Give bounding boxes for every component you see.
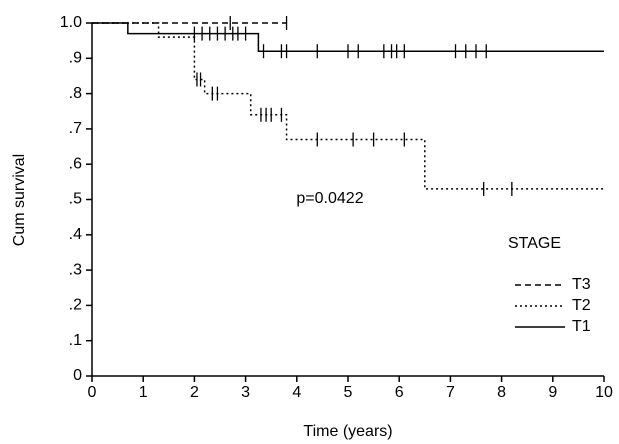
- y-tick-label: .8: [69, 85, 82, 102]
- legend-title: STAGE: [508, 235, 561, 252]
- survival-line: [92, 22, 604, 52]
- x-tick-label: 9: [548, 384, 557, 401]
- x-tick-label: 2: [190, 384, 199, 401]
- x-tick-label: 7: [446, 384, 455, 401]
- y-tick-label: .3: [69, 261, 82, 278]
- legend-label: T1: [572, 318, 591, 335]
- x-tick-label: 0: [88, 384, 97, 401]
- x-tick-label: 3: [241, 384, 250, 401]
- y-tick-label: .5: [69, 191, 82, 208]
- annotation: p=0.0422: [296, 190, 363, 207]
- y-tick-label: .6: [69, 155, 82, 172]
- legend-label: T2: [572, 297, 591, 314]
- x-tick-label: 6: [395, 384, 404, 401]
- x-tick-label: 4: [292, 384, 301, 401]
- y-tick-label: 0: [73, 367, 82, 384]
- x-tick-label: 5: [344, 384, 353, 401]
- legend-label: T3: [572, 276, 591, 293]
- y-tick-label: .4: [69, 226, 82, 243]
- y-tick-label: 1.0: [60, 14, 82, 31]
- x-axis-label: Time (years): [303, 423, 392, 440]
- y-tick-label: .2: [69, 297, 82, 314]
- y-tick-label: .7: [69, 120, 82, 137]
- y-tick-label: .1: [69, 332, 82, 349]
- y-axis-label: Cum survival: [11, 154, 28, 246]
- x-tick-label: 8: [497, 384, 506, 401]
- x-tick-label: 1: [139, 384, 148, 401]
- x-tick-label: 10: [595, 384, 613, 401]
- survival-line: [92, 22, 604, 190]
- y-tick-label: .9: [69, 50, 82, 67]
